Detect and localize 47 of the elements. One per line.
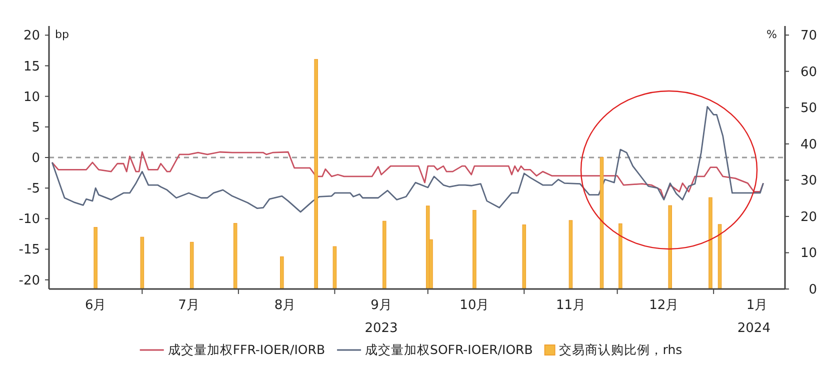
bar — [618, 223, 622, 290]
x-tick-label: 6月 — [84, 298, 106, 313]
y-tick-label: -5 — [27, 182, 40, 197]
bar — [382, 220, 386, 290]
y-tick-label: 0 — [32, 151, 40, 166]
y2-tick-label: 40 — [800, 137, 817, 152]
bar — [190, 242, 194, 290]
bar — [568, 220, 573, 290]
y-tick-label: -10 — [18, 212, 40, 228]
x-tick-label: 1月 — [746, 298, 768, 313]
y-tick-label: -20 — [18, 273, 40, 288]
y2-tick-label: 20 — [800, 210, 817, 225]
y2-tick-label: 10 — [800, 246, 817, 262]
y2-axis-title: % — [766, 28, 777, 41]
bar — [314, 59, 318, 290]
bar — [472, 210, 476, 290]
x-tick-label: 12月 — [649, 298, 679, 313]
bar — [94, 227, 98, 290]
bar — [600, 157, 604, 290]
y2-tick-label: 60 — [800, 64, 817, 80]
x-tick-label: 10月 — [460, 298, 490, 313]
y-tick-label: 20 — [23, 28, 40, 44]
y2-tick-label: 70 — [800, 28, 817, 44]
legend-label: 成交量加权FFR-IOER/IORB — [168, 342, 326, 357]
bar — [708, 197, 712, 290]
bar — [140, 236, 144, 290]
x-tick-label: 9月 — [370, 298, 392, 313]
bar — [522, 224, 526, 290]
bar — [233, 223, 238, 290]
bar — [668, 205, 672, 290]
x-tick-label: 11月 — [556, 298, 586, 313]
y-axis-title: bp — [55, 28, 69, 41]
x2-tick-label: 2023 — [364, 321, 398, 336]
y2-tick-label: 0 — [808, 282, 817, 298]
y-tick-label: 15 — [23, 59, 40, 74]
x-tick-label: 7月 — [178, 298, 200, 313]
x2-tick-label: 2024 — [737, 321, 770, 336]
legend-label: 成交量加权SOFR-IOER/IORB — [365, 342, 533, 357]
bar — [280, 256, 284, 290]
y2-tick-label: 50 — [800, 101, 817, 116]
y-tick-label: 5 — [32, 120, 40, 136]
legend-label: 交易商认购比例，rhs — [558, 342, 682, 357]
bar — [332, 246, 337, 290]
y2-tick-label: 30 — [800, 174, 817, 189]
x-tick-label: 8月 — [274, 298, 296, 313]
y-tick-label: 10 — [23, 90, 40, 105]
y-tick-label: -15 — [18, 242, 40, 258]
